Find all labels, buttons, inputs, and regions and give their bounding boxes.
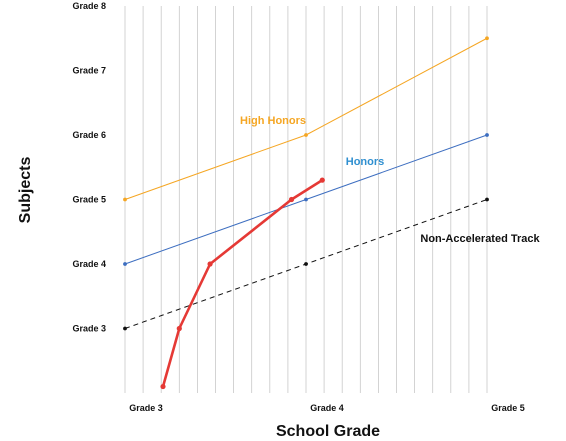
data-point [123,262,127,266]
data-point [123,197,127,202]
data-point [485,197,489,202]
series-lines [123,36,489,390]
data-point [319,177,325,183]
data-point [485,133,489,137]
y-tick-label: Grade 5 [72,195,106,205]
data-point [304,133,308,137]
y-tick-label: Grade 7 [72,66,106,76]
series-label-non-accelerated-track: Non-Accelerated Track [420,233,540,245]
y-tick-label: Grade 8 [72,1,106,11]
y-tick-label: Grade 6 [72,130,106,140]
series-3 [160,177,325,390]
y-tick-label: Grade 3 [72,324,106,334]
data-point [160,383,166,390]
series-1 [123,133,489,266]
data-point [304,262,308,266]
series-line [161,179,323,387]
y-tick-label: Grade 4 [72,259,106,269]
data-point [123,326,127,331]
data-point [304,197,308,202]
series-2 [123,197,489,331]
data-point [176,325,182,332]
y-axis-ticks: Grade 3 Grade 4 Grade 5 Grade 6 Grade 7 Grade… [72,1,106,334]
data-point [207,261,213,267]
x-axis-ticks: Grade 3 Grade 4 Grade 5 [129,403,525,413]
data-point [288,196,295,203]
series-label-high-honors: High Honors [240,115,306,127]
x-axis-title: School Grade [276,423,380,440]
x-tick-label: Grade 3 [129,403,163,413]
series-label-honors: Honors [346,156,385,168]
x-tick-label: Grade 4 [310,403,344,413]
series-0 [123,36,489,202]
x-tick-label: Grade 5 [491,403,525,413]
data-point [485,36,489,41]
grid [124,6,488,393]
y-axis-title: Subjects [17,157,34,224]
